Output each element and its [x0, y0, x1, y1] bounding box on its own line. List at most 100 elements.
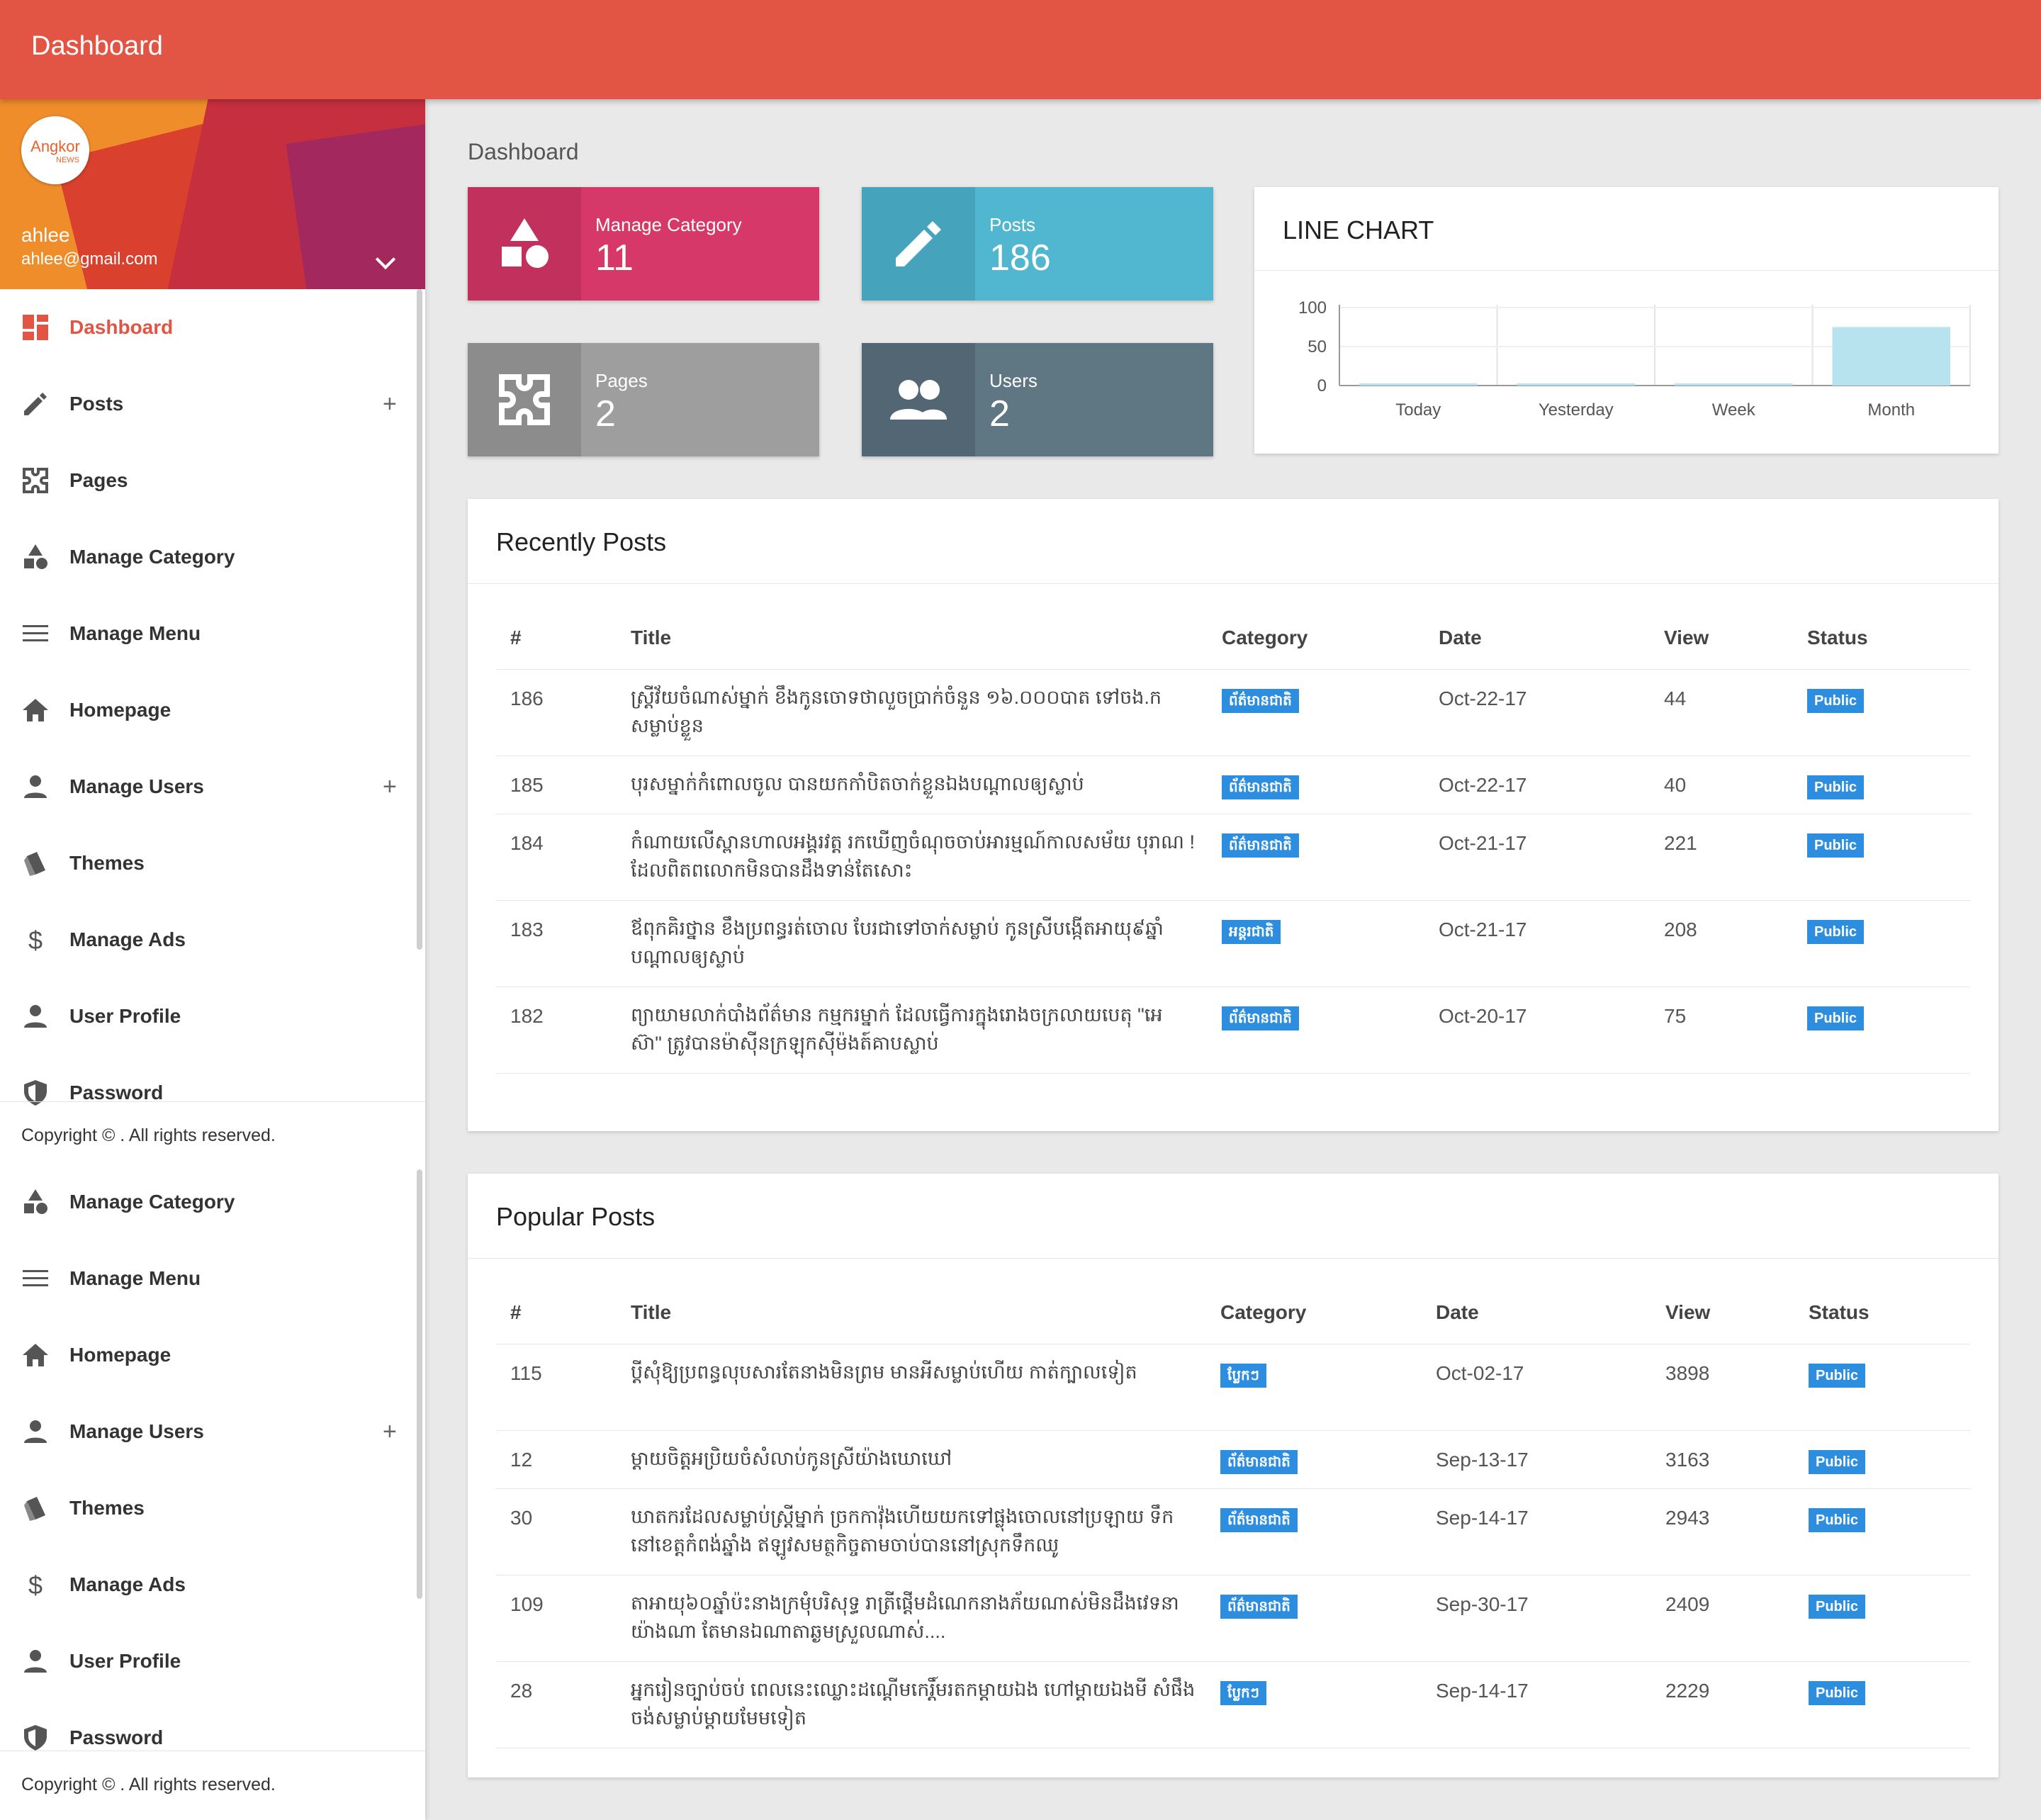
- sidebar-item-label: Manage Menu: [69, 622, 201, 644]
- sidebar-item-manage-users[interactable]: Manage Users +: [0, 751, 418, 822]
- post-views: 75: [1664, 1005, 1687, 1027]
- column-header: #: [510, 1301, 522, 1323]
- stat-label: Manage Category: [595, 214, 742, 235]
- post-views: 3898: [1665, 1362, 1710, 1384]
- post-id: 185: [510, 774, 544, 796]
- sidebar-item-dashboard[interactable]: Dashboard: [0, 292, 418, 363]
- stat-tile-pages[interactable]: Pages 2: [468, 343, 819, 456]
- sidebar-item-manage-category[interactable]: Manage Category: [0, 522, 418, 592]
- book-icon: [21, 849, 50, 877]
- y-tick-label: 100: [1298, 298, 1327, 318]
- sidebar-item-label: Manage Users: [69, 775, 204, 797]
- sidebar-item-label: Password: [69, 1726, 164, 1748]
- svg-text:$: $: [28, 1571, 43, 1599]
- category-badge: ព័ត៌មានជាតិ: [1222, 1006, 1299, 1030]
- stat-label: Posts: [989, 214, 1036, 235]
- post-title-link[interactable]: ប្តីសុំឱ្យប្រពន្ធលុបសារតែនាងមិនព្រម មានអ…: [631, 1361, 1137, 1383]
- puzzle-icon: [468, 343, 581, 456]
- sidebar-item-password[interactable]: Password: [0, 1057, 418, 1128]
- user-info-panel: Angkor NEWS ahlee ahlee@gmail.com: [0, 99, 425, 289]
- post-title-link[interactable]: អ្នករៀនច្បាប់ចប់ ពេលនេះឈ្លោះដណ្តើមកេរ្តិ…: [631, 1679, 1196, 1729]
- sidebar-item-manage-menu[interactable]: Manage Menu: [0, 598, 418, 669]
- stat-label: Users: [989, 370, 1038, 391]
- sidebar-item-label: Themes: [69, 852, 145, 874]
- post-title-link[interactable]: ឃាតករដែលសម្លាប់ស្ត្រីម្នាក់ ច្រកកាវ៉ុងហើ…: [631, 1506, 1174, 1556]
- dollar-icon: $: [21, 926, 50, 955]
- shapes-icon: [21, 543, 50, 571]
- app-title: Dashboard: [31, 31, 163, 61]
- user-name: ahlee: [21, 224, 70, 246]
- recent-posts-card: Recently Posts # Title Category Date View Sta…: [468, 499, 1998, 1131]
- category-badge: ប្លែកៗ: [1220, 1681, 1266, 1705]
- chart-bar: [1832, 327, 1950, 386]
- y-tick-label: 0: [1317, 376, 1327, 395]
- recent-posts-title: Recently Posts: [496, 527, 667, 556]
- post-views: 2943: [1665, 1507, 1710, 1529]
- status-badge: Public: [1807, 920, 1865, 944]
- stat-tile-users[interactable]: Users 2: [862, 343, 1213, 456]
- copyright-text: Copyright © . All rights reserved.: [21, 1125, 276, 1145]
- sidebar-item-manage-menu[interactable]: Manage Menu: [0, 1243, 418, 1314]
- sidebar-item-manage-users[interactable]: Manage Users +: [0, 1396, 418, 1467]
- sidebar-item-user-profile[interactable]: User Profile: [0, 981, 418, 1052]
- sidebar: Angkor NEWS ahlee ahlee@gmail.com Dashbo…: [0, 99, 425, 1820]
- post-id: 183: [510, 919, 544, 940]
- chart-bar: [1517, 383, 1635, 386]
- post-date: Sep-14-17: [1436, 1680, 1529, 1702]
- expand-plus-icon[interactable]: +: [383, 773, 397, 800]
- sidebar-item-label: User Profile: [69, 1650, 181, 1672]
- column-header: Status: [1807, 627, 1868, 648]
- post-title-link[interactable]: ស្ត្រីវ័យចំណាស់ម្នាក់ ខឹងកូនចោទថាលួចប្រា…: [631, 687, 1162, 736]
- post-title-link[interactable]: កំណាយលើស្ពានហាលអង្គរវត្ត រកឃើញចំណុចចាប់អ…: [631, 831, 1195, 881]
- sidebar-item-manage-category[interactable]: Manage Category: [0, 1167, 418, 1237]
- post-date: Oct-02-17: [1436, 1362, 1524, 1384]
- sidebar-scrollbar[interactable]: [417, 1169, 422, 1599]
- stat-tile-posts[interactable]: Posts 186: [862, 187, 1213, 300]
- post-title-link[interactable]: ម្តាយចិត្តអប្រិយចំសំលាប់កូនស្រីយ៉ាងឃោឃៅ: [631, 1448, 952, 1469]
- sidebar-item-user-profile[interactable]: User Profile: [0, 1626, 418, 1697]
- sidebar-item-posts[interactable]: Posts +: [0, 369, 418, 439]
- status-badge: Public: [1809, 1364, 1866, 1388]
- sidebar-item-themes[interactable]: Themes: [0, 1473, 418, 1544]
- sidebar-item-themes[interactable]: Themes: [0, 828, 418, 899]
- sidebar-item-label: Homepage: [69, 699, 172, 721]
- column-header: View: [1665, 1301, 1711, 1323]
- column-header: View: [1664, 627, 1709, 648]
- pencil-icon: [862, 187, 975, 300]
- status-badge: Public: [1807, 689, 1865, 713]
- sidebar-item-label: Homepage: [69, 1344, 172, 1366]
- sidebar-scrollbar[interactable]: [417, 289, 422, 950]
- sidebar-item-homepage[interactable]: Homepage: [0, 675, 418, 746]
- sidebar-item-pages[interactable]: Pages: [0, 445, 418, 516]
- x-tick-label: Month: [1867, 400, 1915, 420]
- popular-posts-title: Popular Posts: [496, 1202, 656, 1231]
- category-badge: ព័ត៌មានជាតិ: [1222, 775, 1299, 799]
- home-icon: [21, 696, 50, 724]
- sidebar-item-label: Manage Category: [69, 1191, 235, 1213]
- post-title-link[interactable]: តាអាយុ៦០ឆ្នាំប៉ះនាងក្រមុំបរិសុទ្ធ រាត្រី…: [631, 1592, 1179, 1642]
- menu-icon: [21, 619, 50, 648]
- post-date: Oct-21-17: [1439, 919, 1527, 940]
- post-title-link[interactable]: ឪពុកគិរថ្នាន ខឹងប្រពន្ធរត់ចោល បែរជាទៅចាក…: [631, 918, 1164, 967]
- post-title-link[interactable]: ព្យាយាមលាក់បាំងព័ត៌មាន កម្មករម្នាក់ ដែលធ…: [631, 1004, 1163, 1054]
- shapes-icon: [468, 187, 581, 300]
- x-tick-label: Week: [1712, 400, 1756, 420]
- user-email: ahlee@gmail.com: [21, 249, 158, 269]
- stat-tile-manage-category[interactable]: Manage Category 11: [468, 187, 819, 300]
- sidebar-item-homepage[interactable]: Homepage: [0, 1320, 418, 1391]
- sidebar-item-label: Manage Ads: [69, 1573, 186, 1595]
- expand-plus-icon[interactable]: +: [383, 390, 397, 417]
- menu-icon: [21, 1264, 50, 1293]
- post-title-link[interactable]: បុរសម្នាក់កំពោលចូល បានយកកាំបិតចាក់ខ្លួនឯ…: [631, 773, 1084, 794]
- sidebar-item-manage-ads[interactable]: $ Manage Ads: [0, 1549, 418, 1620]
- column-header: Status: [1809, 1301, 1869, 1323]
- shapes-icon: [21, 1188, 50, 1216]
- x-tick-label: Yesterday: [1539, 400, 1614, 420]
- sidebar-item-manage-ads[interactable]: $ Manage Ads: [0, 904, 418, 975]
- sidebar-item-password[interactable]: Password: [0, 1702, 418, 1773]
- post-views: 44: [1664, 687, 1687, 709]
- expand-plus-icon[interactable]: +: [383, 1417, 397, 1445]
- category-badge: ព័ត៌មានជាតិ: [1220, 1450, 1298, 1474]
- post-id: 12: [510, 1449, 533, 1471]
- post-id: 184: [510, 832, 544, 854]
